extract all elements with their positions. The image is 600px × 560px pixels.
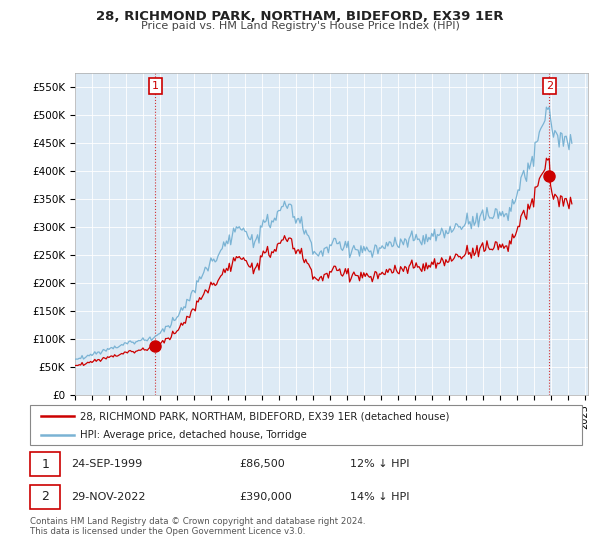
Text: 2: 2 [41,490,49,503]
Text: Price paid vs. HM Land Registry's House Price Index (HPI): Price paid vs. HM Land Registry's House … [140,21,460,31]
Text: 29-NOV-2022: 29-NOV-2022 [71,492,146,502]
Text: 12% ↓ HPI: 12% ↓ HPI [350,459,410,469]
Text: £390,000: £390,000 [240,492,293,502]
Text: 24-SEP-1999: 24-SEP-1999 [71,459,143,469]
Text: 2: 2 [546,81,553,91]
Bar [30,452,61,476]
Bar [30,485,61,508]
Text: 1: 1 [41,458,49,470]
Text: 28, RICHMOND PARK, NORTHAM, BIDEFORD, EX39 1ER: 28, RICHMOND PARK, NORTHAM, BIDEFORD, EX… [96,10,504,23]
Text: £86,500: £86,500 [240,459,286,469]
Text: 14% ↓ HPI: 14% ↓ HPI [350,492,410,502]
Text: Contains HM Land Registry data © Crown copyright and database right 2024.
This d: Contains HM Land Registry data © Crown c… [30,517,365,536]
Text: 1: 1 [152,81,159,91]
Text: HPI: Average price, detached house, Torridge: HPI: Average price, detached house, Torr… [80,430,307,440]
Text: 28, RICHMOND PARK, NORTHAM, BIDEFORD, EX39 1ER (detached house): 28, RICHMOND PARK, NORTHAM, BIDEFORD, EX… [80,411,449,421]
